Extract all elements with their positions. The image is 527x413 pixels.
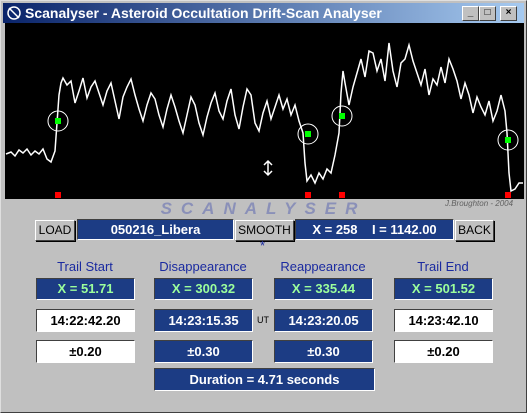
time-error: ±0.20 bbox=[394, 340, 493, 363]
back-button[interactable]: BACK bbox=[455, 220, 494, 241]
time-error: ±0.30 bbox=[154, 340, 253, 363]
time-error: ±0.20 bbox=[36, 340, 135, 363]
title-bar: Scanalyser - Asteroid Occultation Drift-… bbox=[3, 3, 524, 23]
x-position: X = 300.32 bbox=[154, 278, 253, 300]
column-header: Disappearance bbox=[159, 259, 247, 274]
banner: SCANALYSER bbox=[160, 199, 367, 218]
x-position: X = 51.71 bbox=[36, 278, 135, 300]
column-header: Trail End bbox=[417, 259, 469, 274]
light-curve bbox=[5, 42, 523, 193]
column-header: Reappearance bbox=[280, 259, 366, 274]
window-title: Scanalyser - Asteroid Occultation Drift-… bbox=[25, 5, 382, 21]
maximize-button[interactable]: □ bbox=[479, 6, 496, 21]
cursor bbox=[263, 159, 273, 177]
x-position: X = 335.44 bbox=[274, 278, 373, 300]
minimize-button[interactable]: _ bbox=[462, 6, 479, 21]
close-button[interactable]: × bbox=[500, 6, 517, 21]
cursor-readout: X = 258 I = 1142.00 bbox=[295, 219, 454, 240]
duration: Duration = 4.71 seconds bbox=[154, 368, 375, 391]
file-name: 050216_Libera bbox=[77, 219, 234, 240]
event-time: 14:23:15.35 bbox=[154, 309, 253, 332]
credit: J.Broughton - 2004 bbox=[445, 199, 514, 208]
smooth-button[interactable]: SMOOTH bbox=[235, 220, 294, 241]
x-position: X = 501.52 bbox=[394, 278, 493, 300]
event-markers bbox=[47, 105, 519, 198]
event-time: 14:23:42.10 bbox=[394, 309, 493, 332]
load-button[interactable]: LOAD bbox=[35, 220, 75, 241]
time-error: ±0.30 bbox=[274, 340, 373, 363]
event-time: 14:23:20.05 bbox=[274, 309, 373, 332]
app-icon bbox=[7, 6, 21, 20]
event-time: 14:22:42.20 bbox=[36, 309, 135, 332]
column-header: Trail Start bbox=[57, 259, 113, 274]
ut-label: UT bbox=[257, 315, 269, 325]
scan-plot[interactable] bbox=[5, 23, 524, 199]
smooth-flag: * bbox=[260, 238, 266, 253]
